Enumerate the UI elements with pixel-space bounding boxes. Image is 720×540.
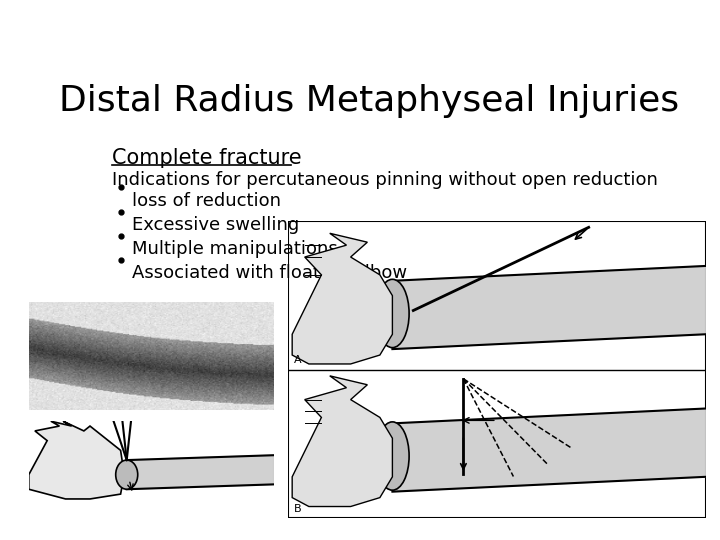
Polygon shape: [392, 408, 706, 492]
Ellipse shape: [116, 460, 138, 489]
Text: B: B: [294, 504, 302, 514]
Ellipse shape: [376, 279, 409, 348]
Text: Excessive swelling: Excessive swelling: [132, 216, 299, 234]
Text: loss of reduction: loss of reduction: [132, 192, 281, 210]
Polygon shape: [29, 421, 125, 499]
Polygon shape: [127, 455, 274, 489]
Text: Indications for percutaneous pinning without open reduction: Indications for percutaneous pinning wit…: [112, 171, 658, 189]
Ellipse shape: [376, 422, 409, 490]
Text: A: A: [294, 355, 302, 366]
Text: Complete fracture: Complete fracture: [112, 148, 302, 168]
Text: Associated with floating elbow: Associated with floating elbow: [132, 264, 407, 282]
Polygon shape: [292, 233, 392, 364]
Text: Multiple manipulations: Multiple manipulations: [132, 240, 338, 258]
Polygon shape: [392, 266, 706, 349]
Polygon shape: [292, 376, 392, 507]
Text: Distal Radius Metaphyseal Injuries: Distal Radius Metaphyseal Injuries: [59, 84, 679, 118]
